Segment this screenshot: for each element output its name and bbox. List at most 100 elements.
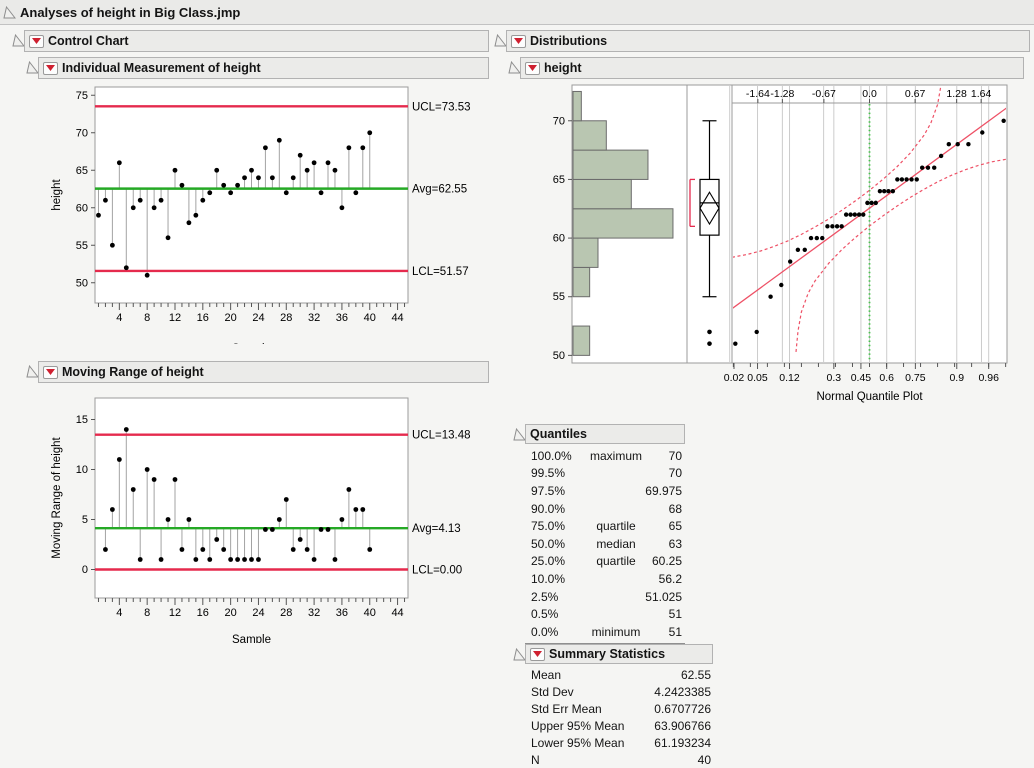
- red-triangle-menu-icon[interactable]: [43, 61, 58, 75]
- svg-text:20: 20: [225, 607, 237, 619]
- table-row: Std Err Mean 0.6707726: [531, 702, 711, 717]
- table-row: Mean 62.55: [531, 668, 711, 683]
- svg-text:-0.67: -0.67: [812, 88, 836, 100]
- table-row: Lower 95% Mean 61.193234: [531, 736, 711, 750]
- disclosure-icon[interactable]: [508, 61, 521, 74]
- svg-text:-1.64: -1.64: [746, 88, 770, 100]
- window-title: Analyses of height in Big Class.jmp: [20, 4, 241, 20]
- svg-text:UCL=73.53: UCL=73.53: [412, 101, 471, 113]
- svg-text:55: 55: [553, 291, 565, 303]
- table-row: 0.0% minimum 51: [531, 624, 682, 639]
- disclosure-icon[interactable]: [26, 61, 39, 74]
- height-distribution-header[interactable]: height: [520, 57, 1024, 79]
- height-distribution-title: height: [544, 61, 582, 75]
- table-row: 90.0% 68: [531, 501, 682, 516]
- summary-statistics-table: Mean 62.55 Std Dev 4.2423385 Std Err Mean 0.6…: [525, 667, 713, 768]
- table-row: 75.0% quartile 65: [531, 519, 682, 534]
- svg-text:0.0: 0.0: [862, 88, 877, 100]
- svg-text:60: 60: [76, 202, 88, 214]
- table-row: 25.0% quartile 60.25: [531, 554, 682, 569]
- red-triangle-menu-icon[interactable]: [43, 365, 58, 379]
- svg-text:0.05: 0.05: [747, 372, 768, 384]
- svg-text:28: 28: [280, 607, 292, 619]
- svg-text:44: 44: [391, 312, 403, 324]
- svg-text:70: 70: [76, 127, 88, 139]
- svg-text:65: 65: [553, 174, 565, 186]
- disclosure-icon[interactable]: [12, 34, 25, 47]
- svg-text:1.28: 1.28: [946, 88, 967, 100]
- svg-text:32: 32: [308, 607, 320, 619]
- red-triangle-menu-icon[interactable]: [530, 647, 545, 661]
- svg-text:8: 8: [144, 607, 150, 619]
- svg-text:5: 5: [82, 514, 88, 526]
- svg-text:4: 4: [116, 607, 122, 619]
- svg-text:0.6: 0.6: [879, 372, 894, 384]
- svg-text:50: 50: [553, 350, 565, 362]
- svg-text:8: 8: [144, 312, 150, 324]
- disclosure-icon[interactable]: [3, 6, 16, 19]
- svg-text:4: 4: [116, 312, 122, 324]
- svg-text:0.75: 0.75: [905, 372, 926, 384]
- svg-text:12: 12: [169, 607, 181, 619]
- moving-range-title: Moving Range of height: [62, 365, 204, 379]
- summary-statistics-title: Summary Statistics: [549, 647, 666, 661]
- red-triangle-menu-icon[interactable]: [525, 61, 540, 75]
- quantiles-table: 100.0% maximum 70 99.5% 70 97.5% 69.975 90.0% 68…: [525, 447, 685, 644]
- moving-range-header[interactable]: Moving Range of height: [38, 361, 489, 383]
- svg-text:20: 20: [225, 312, 237, 324]
- svg-text:36: 36: [336, 312, 348, 324]
- svg-text:Avg=62.55: Avg=62.55: [412, 184, 467, 196]
- individual-measurement-header[interactable]: Individual Measurement of height: [38, 57, 489, 79]
- svg-text:Avg=4.13: Avg=4.13: [412, 523, 461, 535]
- distributions-header[interactable]: Distributions: [506, 30, 1030, 52]
- svg-text:24: 24: [252, 607, 264, 619]
- svg-text:0.02: 0.02: [724, 372, 745, 384]
- summary-statistics-header[interactable]: Summary Statistics: [525, 644, 713, 664]
- svg-text:Sample: Sample: [232, 343, 271, 344]
- disclosure-icon[interactable]: [513, 428, 526, 441]
- svg-text:0.45: 0.45: [851, 372, 872, 384]
- table-row: Upper 95% Mean 63.906766: [531, 719, 711, 734]
- svg-text:65: 65: [76, 165, 88, 177]
- moving-range-chart[interactable]: 0 5 10 15 4 8 12 16 20 24 28 32 36 40 44 UCL=13.48 Avg=4…: [40, 391, 500, 643]
- distributions-title: Distributions: [530, 34, 608, 48]
- svg-text:44: 44: [391, 607, 403, 619]
- svg-text:16: 16: [197, 607, 209, 619]
- report-title-bar[interactable]: Analyses of height in Big Class.jmp: [0, 0, 1034, 25]
- svg-text:0.3: 0.3: [827, 372, 842, 384]
- table-row: 100.0% maximum 70: [531, 448, 682, 463]
- control-chart-title: Control Chart: [48, 34, 129, 48]
- table-row: 97.5% 69.975: [531, 483, 682, 498]
- svg-text:50: 50: [76, 277, 88, 289]
- svg-text:LCL=0.00: LCL=0.00: [412, 565, 462, 577]
- svg-text:1.64: 1.64: [971, 88, 992, 100]
- svg-text:LCL=51.57: LCL=51.57: [412, 266, 469, 278]
- table-row: Std Dev 4.2423385: [531, 685, 711, 700]
- quantiles-header[interactable]: Quantiles: [525, 424, 685, 444]
- svg-text:24: 24: [252, 312, 264, 324]
- disclosure-icon[interactable]: [513, 648, 526, 661]
- svg-text:55: 55: [76, 240, 88, 252]
- individual-measurement-chart[interactable]: 50 55 60 65 70 75 4 8 12 16 20 24 28 32 36 40 44 UCL=73.5…: [40, 80, 500, 344]
- disclosure-icon[interactable]: [494, 34, 507, 47]
- disclosure-icon[interactable]: [26, 365, 39, 378]
- table-row: N 40: [531, 752, 711, 767]
- red-triangle-menu-icon[interactable]: [511, 34, 526, 48]
- red-triangle-menu-icon[interactable]: [29, 34, 44, 48]
- control-chart-header[interactable]: Control Chart: [24, 30, 489, 52]
- table-row: 50.0% median 63: [531, 536, 682, 551]
- svg-text:0.9: 0.9: [949, 372, 964, 384]
- svg-text:15: 15: [76, 414, 88, 426]
- svg-text:32: 32: [308, 312, 320, 324]
- svg-text:0: 0: [82, 564, 88, 576]
- quantiles-title: Quantiles: [530, 427, 587, 441]
- svg-text:16: 16: [197, 312, 209, 324]
- svg-text:0.96: 0.96: [978, 372, 999, 384]
- svg-text:-1.28: -1.28: [770, 88, 794, 100]
- svg-text:Sample: Sample: [232, 634, 271, 643]
- svg-text:75: 75: [76, 90, 88, 102]
- height-distribution-plot[interactable]: 50 55 60 65 70 -1.64 -1.28 -0.67 0.0 0.67 1.28 1.64…: [540, 80, 1034, 410]
- svg-text:Moving Range of height: Moving Range of height: [51, 436, 63, 558]
- svg-text:40: 40: [364, 607, 376, 619]
- individual-measurement-title: Individual Measurement of height: [62, 61, 261, 75]
